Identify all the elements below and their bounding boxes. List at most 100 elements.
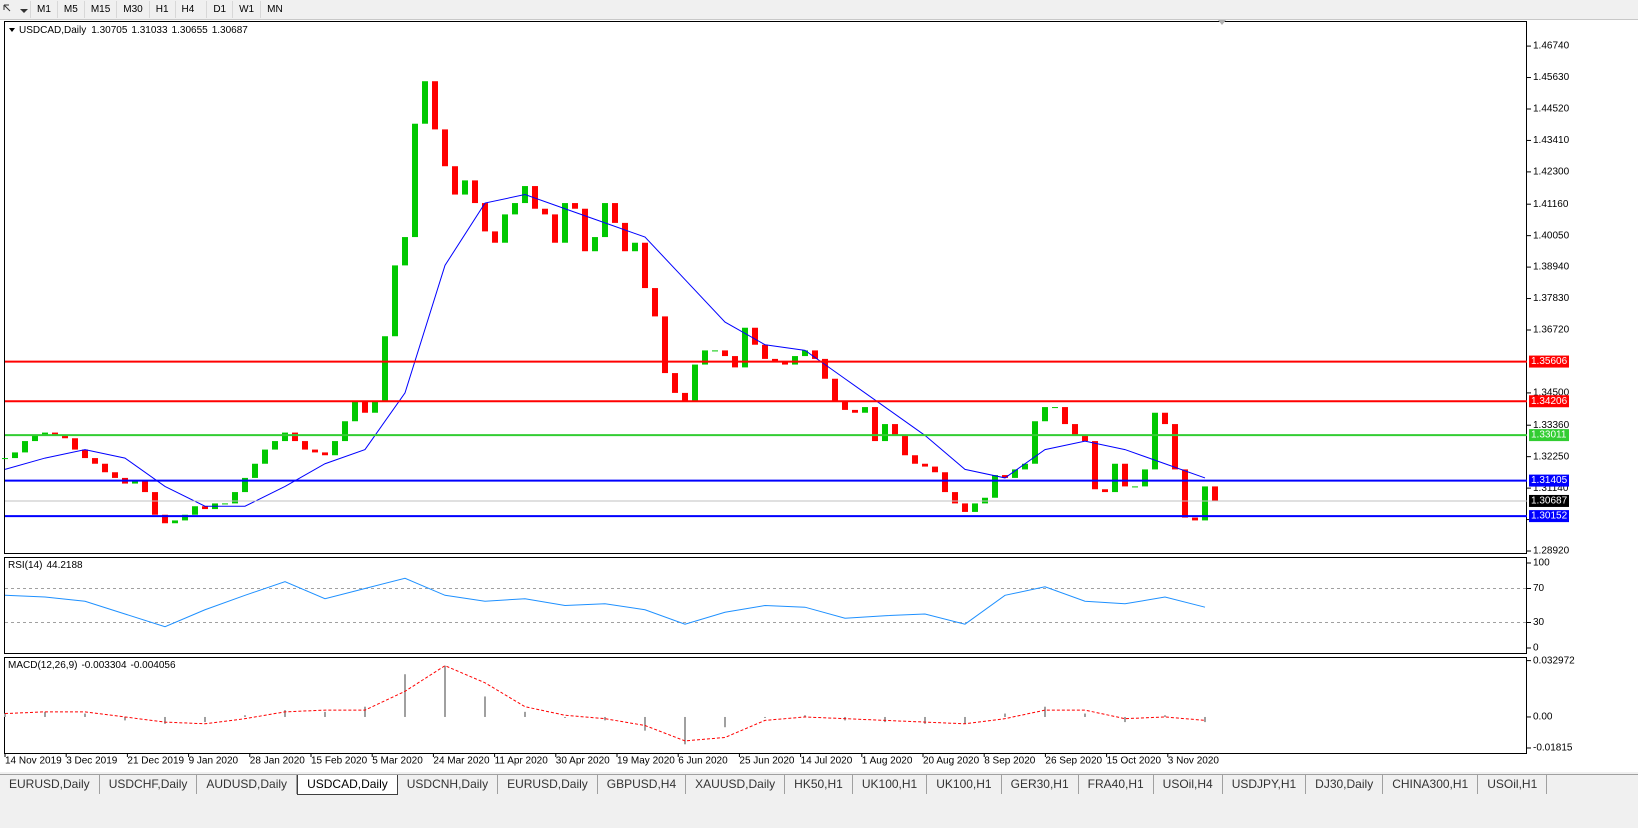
symbol: USDCAD,Daily (19, 25, 86, 36)
chart-tab[interactable]: HK50,H1 (785, 775, 853, 794)
candle (752, 327, 758, 345)
price-level-tag (1529, 474, 1569, 487)
candle (112, 472, 118, 478)
candle (62, 435, 68, 439)
x-tick-label: 26 Sep 2020 (1045, 756, 1102, 767)
timeframe-button[interactable]: D1 (206, 1, 232, 18)
candle (32, 435, 38, 442)
x-tick-label: 19 May 2020 (617, 756, 675, 767)
rsi-tick-label: 30 (1533, 617, 1545, 628)
candle (272, 441, 278, 450)
candle (412, 123, 418, 238)
candle (542, 208, 548, 215)
x-tick-label: 15 Feb 2020 (311, 756, 368, 767)
macd-bar (1124, 716, 1126, 723)
timeframe-button[interactable]: M30 (116, 1, 148, 18)
chart-tab[interactable]: EURUSD,Daily (498, 775, 598, 794)
chart-tab[interactable]: USDCHF,Daily (100, 775, 198, 794)
timeframe-button[interactable]: M1 (30, 1, 57, 18)
candle (712, 350, 718, 352)
candle (532, 186, 538, 209)
candle (722, 350, 728, 357)
candle (1112, 463, 1118, 493)
rsi-panel (4, 557, 1527, 654)
macd-bar (724, 716, 726, 728)
candle (1152, 412, 1158, 470)
candle (72, 438, 78, 450)
candle (572, 203, 578, 209)
macd-main: -0.003304 (81, 660, 126, 671)
macd-signal (4, 665, 1206, 742)
chart-tab[interactable]: AUDUSD,Daily (197, 775, 298, 794)
macd-bar (924, 716, 926, 724)
chart-tab[interactable]: CHINA300,H1 (1383, 775, 1479, 794)
y-tick-label: 1.36720 (1533, 325, 1570, 336)
candle (562, 203, 568, 243)
candle (872, 407, 878, 442)
candle (42, 432, 48, 436)
candle (392, 265, 398, 337)
candle (332, 441, 338, 456)
candle (1012, 469, 1018, 478)
macd-bar (124, 716, 126, 721)
timeframe-button[interactable]: M5 (56, 1, 84, 18)
y-tick-label: 1.38940 (1533, 262, 1570, 273)
x-tick-label: 14 Nov 2019 (5, 756, 62, 767)
candle (702, 350, 708, 365)
timeframe-button[interactable]: H4 (174, 1, 201, 18)
chart-tab[interactable]: FRA40,H1 (1079, 775, 1154, 794)
chart-tab[interactable]: GBPUSD,H4 (598, 775, 687, 794)
candle (802, 350, 808, 357)
candle (662, 316, 668, 374)
chart-tab[interactable]: GER30,H1 (1002, 775, 1079, 794)
candle (762, 344, 768, 359)
price-level-label: 1.31405 (1531, 475, 1568, 486)
candle (52, 432, 58, 436)
timeframe-button[interactable]: H1 (148, 1, 175, 18)
x-tick-label: 20 Aug 2020 (923, 756, 980, 767)
chart-tab[interactable]: USOil,H1 (1478, 775, 1548, 794)
chart-tab[interactable]: USDCNH,Daily (398, 775, 499, 794)
chart-tab[interactable]: UK100,H1 (853, 775, 928, 794)
y-tick-label: 1.45630 (1533, 72, 1570, 83)
candle (1042, 407, 1048, 422)
close: 1.30687 (212, 25, 249, 36)
candle (252, 463, 258, 478)
candle (992, 475, 998, 498)
timeframe-button[interactable]: W1 (232, 1, 260, 18)
timeframe-button[interactable]: MN (260, 1, 289, 18)
macd-bar (84, 713, 86, 717)
candle (842, 401, 848, 410)
candle (782, 361, 788, 365)
candle (192, 506, 198, 515)
timeframe-button[interactable]: M15 (83, 1, 116, 18)
candle (362, 401, 368, 413)
chart-tab[interactable]: DJ30,Daily (1306, 775, 1384, 794)
candle (1132, 486, 1138, 488)
candle (1202, 486, 1208, 521)
chart-tab[interactable]: USOil,H4 (1154, 775, 1223, 794)
candle (242, 477, 248, 493)
y-tick-label: 1.46740 (1533, 41, 1570, 52)
candle (352, 401, 358, 422)
candle (232, 492, 238, 504)
chart-tab[interactable]: EURUSD,Daily (0, 775, 100, 794)
price-level-tag (1529, 510, 1569, 523)
cursor-tool[interactable] (0, 1, 30, 19)
candle (972, 503, 978, 512)
candle (912, 455, 918, 464)
macd-bar (444, 665, 446, 717)
candle (222, 503, 228, 505)
chart-tab[interactable]: USDJPY,H1 (1223, 775, 1307, 794)
y-tick-label: 1.40050 (1533, 230, 1570, 241)
price-level-label: 1.34206 (1531, 396, 1568, 407)
x-tick-label: 14 Jul 2020 (801, 756, 853, 767)
chart-tab[interactable]: XAUUSD,Daily (686, 775, 786, 794)
candle (82, 449, 88, 459)
chart-tab[interactable]: UK100,H1 (927, 775, 1002, 794)
chart-tab[interactable]: USDCAD,Daily (297, 775, 398, 795)
candle (1052, 407, 1058, 409)
candle (1032, 421, 1038, 464)
x-tick-label: 28 Jan 2020 (250, 756, 305, 767)
candle (602, 203, 608, 238)
